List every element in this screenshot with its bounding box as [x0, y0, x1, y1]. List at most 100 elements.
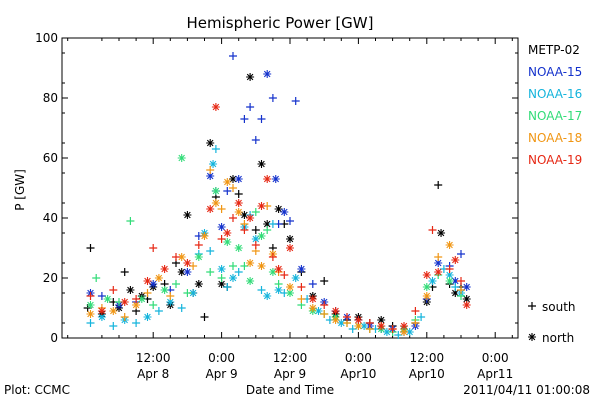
data-point-north	[286, 244, 294, 252]
x-tick-label-date: Apr11	[477, 367, 513, 381]
data-point-north	[251, 235, 260, 243]
data-point-south	[200, 313, 209, 321]
data-point-north	[445, 277, 454, 285]
data-point-south	[217, 205, 226, 213]
data-point-north	[132, 301, 141, 309]
y-tick-label: 40	[43, 211, 58, 225]
data-point-south	[251, 208, 260, 216]
data-point-north	[103, 295, 112, 303]
series-noaa-18	[86, 166, 465, 336]
data-point-south	[251, 241, 260, 249]
data-point-north	[120, 298, 129, 306]
data-point-south	[206, 268, 215, 276]
data-point-north	[211, 199, 220, 207]
data-point-south	[348, 325, 357, 333]
data-point-north	[206, 172, 215, 180]
data-point-south	[251, 226, 260, 234]
data-point-north	[382, 328, 391, 336]
data-point-north	[263, 220, 272, 228]
data-point-south	[274, 280, 283, 288]
series-noaa-19	[86, 103, 471, 333]
data-point-north	[143, 313, 152, 321]
x-tick-label-time: 0:00	[208, 351, 235, 365]
data-point-south	[183, 289, 192, 297]
data-point-north	[160, 286, 169, 294]
data-point-north	[274, 286, 283, 294]
data-point-south	[132, 319, 141, 327]
data-point-south	[394, 331, 403, 339]
data-point-south	[291, 97, 300, 105]
data-point-north	[434, 268, 443, 276]
data-point-north	[177, 268, 186, 276]
data-point-north	[314, 307, 323, 315]
data-point-south	[268, 220, 277, 228]
data-point-south	[120, 268, 129, 276]
data-point-north	[462, 301, 471, 309]
data-point-south	[223, 283, 232, 291]
y-axis-label: P [GW]	[13, 169, 27, 211]
data-point-north	[206, 139, 215, 147]
data-point-north	[209, 160, 218, 168]
data-point-north	[337, 319, 346, 327]
data-point-north	[240, 211, 249, 219]
data-point-north	[331, 307, 340, 315]
x-tick-label-time: 12:00	[136, 351, 171, 365]
data-point-north	[451, 289, 460, 297]
data-point-south	[365, 319, 374, 327]
data-point-south	[149, 244, 158, 252]
data-point-south	[177, 304, 186, 312]
data-point-south	[92, 274, 101, 282]
data-point-north	[422, 292, 431, 300]
x-axis: 12:00 Apr 8 0:00 Apr 9 12:00 Apr 9 0:00 Apr10 12…	[67, 38, 513, 381]
series-metp-02	[83, 73, 471, 333]
data-point-north	[354, 316, 363, 324]
data-point-south	[97, 292, 106, 300]
data-point-south	[286, 217, 294, 225]
data-point-south	[229, 52, 237, 60]
data-point-north	[200, 232, 209, 240]
data-point-north	[194, 280, 203, 288]
data-point-south	[211, 145, 220, 153]
data-point-north	[271, 175, 280, 183]
legend-entry: NOAA-19	[528, 153, 582, 167]
data-point-south	[280, 271, 289, 279]
data-point-north	[183, 259, 192, 267]
data-point-north	[86, 301, 95, 309]
data-point-south	[172, 280, 180, 288]
data-point-north	[194, 253, 203, 261]
data-point-north	[257, 232, 266, 240]
data-point-south	[86, 292, 95, 300]
data-point-south	[240, 262, 249, 270]
data-point-north	[166, 298, 175, 306]
data-point-north	[308, 295, 317, 303]
series-noaa-16	[86, 145, 465, 339]
data-point-south	[229, 214, 237, 222]
data-point-north	[97, 313, 106, 321]
data-point-north	[263, 175, 272, 183]
data-point-south	[86, 319, 95, 327]
data-point-south	[297, 283, 306, 291]
data-point-south	[257, 286, 266, 294]
data-point-north	[445, 241, 454, 249]
data-point-north	[286, 235, 294, 243]
data-point-north	[246, 73, 255, 81]
data-point-north	[223, 229, 232, 237]
data-point-south	[206, 247, 215, 255]
y-tick-label: 0	[50, 331, 58, 345]
data-point-south	[297, 295, 306, 303]
data-point-north	[189, 289, 198, 297]
data-point-north	[217, 223, 226, 231]
data-point-north	[137, 295, 146, 303]
x-axis-label: Date and Time	[246, 383, 334, 397]
data-point-north	[217, 280, 226, 288]
data-point-north	[183, 211, 192, 219]
data-point-north	[286, 289, 294, 297]
data-point-south	[320, 301, 329, 309]
data-point-south	[457, 250, 465, 258]
data-point-north	[434, 259, 443, 267]
data-point-north	[234, 175, 243, 183]
data-point-south	[457, 286, 465, 294]
x-tick-label-time: 0:00	[482, 351, 509, 365]
data-point-south	[257, 115, 266, 123]
data-point-south	[411, 307, 420, 315]
